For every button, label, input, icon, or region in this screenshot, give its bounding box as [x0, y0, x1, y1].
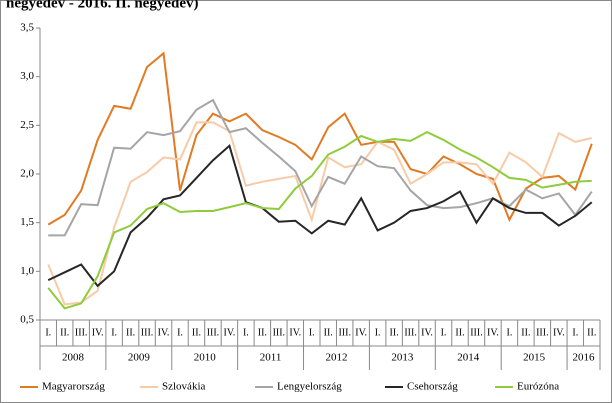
legend-label: Magyarország [42, 381, 105, 393]
x-tick-label: II. [192, 327, 201, 338]
x-tick-label: I. [441, 327, 447, 338]
series-line [47, 51, 593, 226]
year-label: 2013 [391, 352, 414, 364]
y-tick-label: 2,5 [20, 119, 34, 131]
year-label: 2010 [194, 352, 217, 364]
y-tick-label: 1,0 [20, 265, 34, 277]
year-label: 2016 [573, 352, 596, 364]
y-tick-label: 0,5 [20, 314, 34, 326]
series-line [48, 98, 593, 237]
y-tick-label: 3,0 [20, 70, 34, 82]
x-tick-label: I. [309, 327, 315, 338]
x-tick-label: IV. [158, 327, 170, 338]
y-tick-label: 1,5 [20, 216, 34, 228]
x-tick-label: II. [258, 327, 267, 338]
legend-label: Csehország [407, 381, 458, 393]
year-label: 2011 [260, 352, 282, 364]
series-line [47, 121, 592, 306]
x-tick-label: I. [375, 327, 381, 338]
y-tick-label: 3,5 [20, 22, 34, 34]
x-tick-label: III. [404, 327, 417, 338]
x-tick-label: IV. [355, 327, 367, 338]
x-tick-label: I. [111, 327, 117, 338]
series-line [47, 143, 593, 288]
x-tick-label: II. [60, 327, 69, 338]
chart-title: negyedév - 2016. II. negyedév) [6, 0, 198, 11]
year-label: 2009 [128, 352, 151, 364]
legend-label: Szlovákia [162, 381, 205, 393]
year-label: 2014 [457, 352, 480, 364]
x-tick-label: II. [587, 327, 596, 338]
legend-label: Lengyelország [277, 381, 342, 393]
x-tick-label: III. [536, 327, 549, 338]
x-tick-label: II. [126, 327, 135, 338]
x-tick-label: I. [572, 327, 578, 338]
year-label: 2012 [325, 352, 347, 364]
x-tick-label: III. [273, 327, 286, 338]
x-tick-label: I. [243, 327, 249, 338]
x-tick-label: I. [177, 327, 183, 338]
x-tick-label: I. [45, 327, 51, 338]
year-label: 2008 [62, 352, 85, 364]
x-tick-label: IV. [289, 327, 301, 338]
x-tick-label: IV. [92, 327, 104, 338]
x-tick-label: III. [338, 327, 351, 338]
x-tick-label: III. [141, 327, 154, 338]
x-tick-label: III. [75, 327, 88, 338]
x-tick-label: II. [521, 327, 530, 338]
x-tick-label: IV. [487, 327, 499, 338]
x-tick-label: IV. [224, 327, 236, 338]
x-tick-label: IV. [421, 327, 433, 338]
x-tick-label: III. [470, 327, 483, 338]
x-tick-label: II. [455, 327, 464, 338]
x-tick-label: II. [390, 327, 399, 338]
series-line [47, 131, 592, 310]
x-tick-label: III. [207, 327, 220, 338]
y-tick-label: 2,0 [20, 168, 34, 180]
legend-label: Eurózóna [517, 381, 559, 393]
year-label: 2015 [523, 352, 546, 364]
x-tick-label: IV. [553, 327, 565, 338]
x-tick-label: I. [506, 327, 512, 338]
x-tick-label: II. [324, 327, 333, 338]
